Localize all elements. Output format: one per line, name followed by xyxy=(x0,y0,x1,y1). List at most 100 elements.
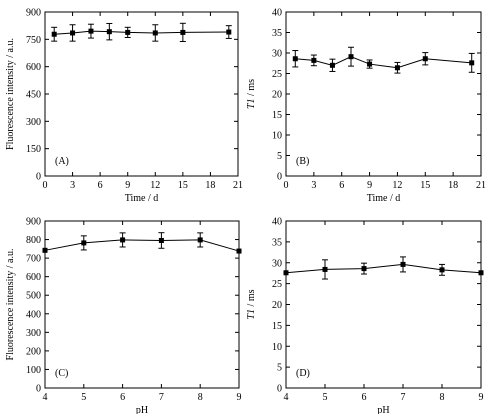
y-tick-label: 35 xyxy=(272,237,282,248)
y-tick-label: 20 xyxy=(272,300,282,311)
panel-label: (D) xyxy=(296,368,310,379)
x-tick-label: 15 xyxy=(420,180,430,191)
data-point xyxy=(226,29,232,35)
x-tick-label: 6 xyxy=(98,180,103,191)
x-tick-label: 21 xyxy=(476,180,486,191)
y-tick-label: 20 xyxy=(272,90,282,101)
x-tick-label: 9 xyxy=(237,392,242,403)
y-axis-title-unit: / ms xyxy=(246,79,257,99)
data-point xyxy=(394,65,400,71)
y-axis-title: Fluorescence intensity / a.u. xyxy=(5,249,16,361)
x-axis-title: Time / d xyxy=(125,193,159,204)
data-point xyxy=(180,29,186,35)
y-tick-label: 40 xyxy=(272,217,282,228)
x-tick-label: 12 xyxy=(392,180,402,191)
y-tick-label: 0 xyxy=(277,172,282,183)
data-point xyxy=(88,28,94,34)
x-tick-label: 3 xyxy=(70,180,75,191)
x-tick-label: 7 xyxy=(401,392,406,403)
y-tick-label: 700 xyxy=(26,254,41,265)
y-tick-label: 0 xyxy=(36,384,41,395)
panel-label: (B) xyxy=(296,156,309,167)
y-tick-label: 600 xyxy=(26,272,41,283)
y-tick-label: 100 xyxy=(26,365,41,376)
x-tick-label: 8 xyxy=(198,392,203,403)
y-tick-label: 300 xyxy=(26,117,41,128)
y-tick-label: 450 xyxy=(26,90,41,101)
y-tick-label: 5 xyxy=(277,151,282,162)
y-tick-label: 900 xyxy=(26,8,41,19)
data-point xyxy=(236,248,242,254)
x-tick-label: 5 xyxy=(81,392,86,403)
y-axis-title-unit: / ms xyxy=(246,289,257,309)
data-point xyxy=(311,57,317,63)
data-point xyxy=(439,267,445,273)
x-tick-label: 7 xyxy=(159,392,164,403)
series-line xyxy=(44,239,240,252)
x-tick-label: 0 xyxy=(284,180,289,191)
y-tick-label: 10 xyxy=(272,342,282,353)
data-point xyxy=(106,29,112,35)
y-tick-label: 150 xyxy=(26,144,41,155)
x-tick-label: 4 xyxy=(43,392,48,403)
x-axis-title: Time / d xyxy=(367,193,401,204)
data-point xyxy=(81,240,87,246)
x-tick-label: 18 xyxy=(448,180,458,191)
y-tick-label: 800 xyxy=(26,235,41,246)
y-axis-title-symbol: T1 xyxy=(246,309,257,320)
x-tick-label: 9 xyxy=(367,180,372,191)
y-tick-label: 40 xyxy=(272,8,282,19)
plot-frame xyxy=(285,11,482,177)
x-axis-title: pH xyxy=(136,405,148,414)
y-tick-label: 0 xyxy=(36,172,41,183)
x-tick-label: 18 xyxy=(205,180,215,191)
x-tick-label: 5 xyxy=(323,392,328,403)
x-tick-label: 9 xyxy=(125,180,130,191)
y-tick-label: 300 xyxy=(26,328,41,339)
y-tick-label: 30 xyxy=(272,258,282,269)
y-tick-label: 750 xyxy=(26,35,41,46)
chart-panel: 4 5 6 7 8 9 0 100 200 300 400 500 600 700 800 900 pH Fluo… xyxy=(5,217,242,414)
series-line xyxy=(295,56,472,69)
x-axis-title: pH xyxy=(377,405,389,414)
y-tick-label: 35 xyxy=(272,28,282,39)
x-tick-label: 6 xyxy=(362,392,367,403)
y-axis-title: Fluorescence intensity / a.u. xyxy=(5,38,16,150)
data-point xyxy=(197,237,203,243)
y-tick-label: 5 xyxy=(277,363,282,374)
data-point xyxy=(158,237,164,243)
data-point xyxy=(348,54,354,60)
data-point xyxy=(292,56,298,62)
data-point xyxy=(322,266,328,272)
data-point xyxy=(478,270,484,276)
series-line xyxy=(54,30,229,35)
x-tick-label: 15 xyxy=(178,180,188,191)
plot-frame xyxy=(44,220,240,389)
panel-label: (C) xyxy=(55,368,68,379)
x-tick-label: 12 xyxy=(150,180,160,191)
chart-panel: 4 5 6 7 8 9 0 5 10 15 20 25 30 35 40 pH T1 / ms (D) xyxy=(246,217,484,414)
x-tick-label: 4 xyxy=(284,392,289,403)
plot-frame xyxy=(44,11,239,177)
data-point xyxy=(422,56,428,62)
y-tick-label: 30 xyxy=(272,49,282,60)
x-tick-label: 21 xyxy=(233,180,243,191)
x-tick-label: 9 xyxy=(479,392,484,403)
chart-panel: 0 3 6 9 12 15 18 21 0 150 300 450 600 750 900 Time / d F… xyxy=(5,8,243,205)
data-point xyxy=(125,29,131,35)
y-axis-title-symbol: T1 xyxy=(246,98,257,109)
y-tick-label: 200 xyxy=(26,346,41,357)
series-line xyxy=(285,263,482,274)
data-point xyxy=(367,61,373,67)
y-axis-title: T1 / ms xyxy=(246,289,257,319)
x-tick-label: 6 xyxy=(120,392,125,403)
data-point xyxy=(469,60,475,66)
y-tick-label: 25 xyxy=(272,69,282,80)
data-point xyxy=(361,266,367,272)
data-point xyxy=(283,270,289,276)
y-tick-label: 25 xyxy=(272,279,282,290)
y-tick-label: 15 xyxy=(272,110,282,121)
data-point xyxy=(42,247,48,253)
chart-panel: 0 3 6 9 12 15 18 21 0 5 10 15 20 25 30 35 40 Time / d T1 /… xyxy=(246,8,486,205)
